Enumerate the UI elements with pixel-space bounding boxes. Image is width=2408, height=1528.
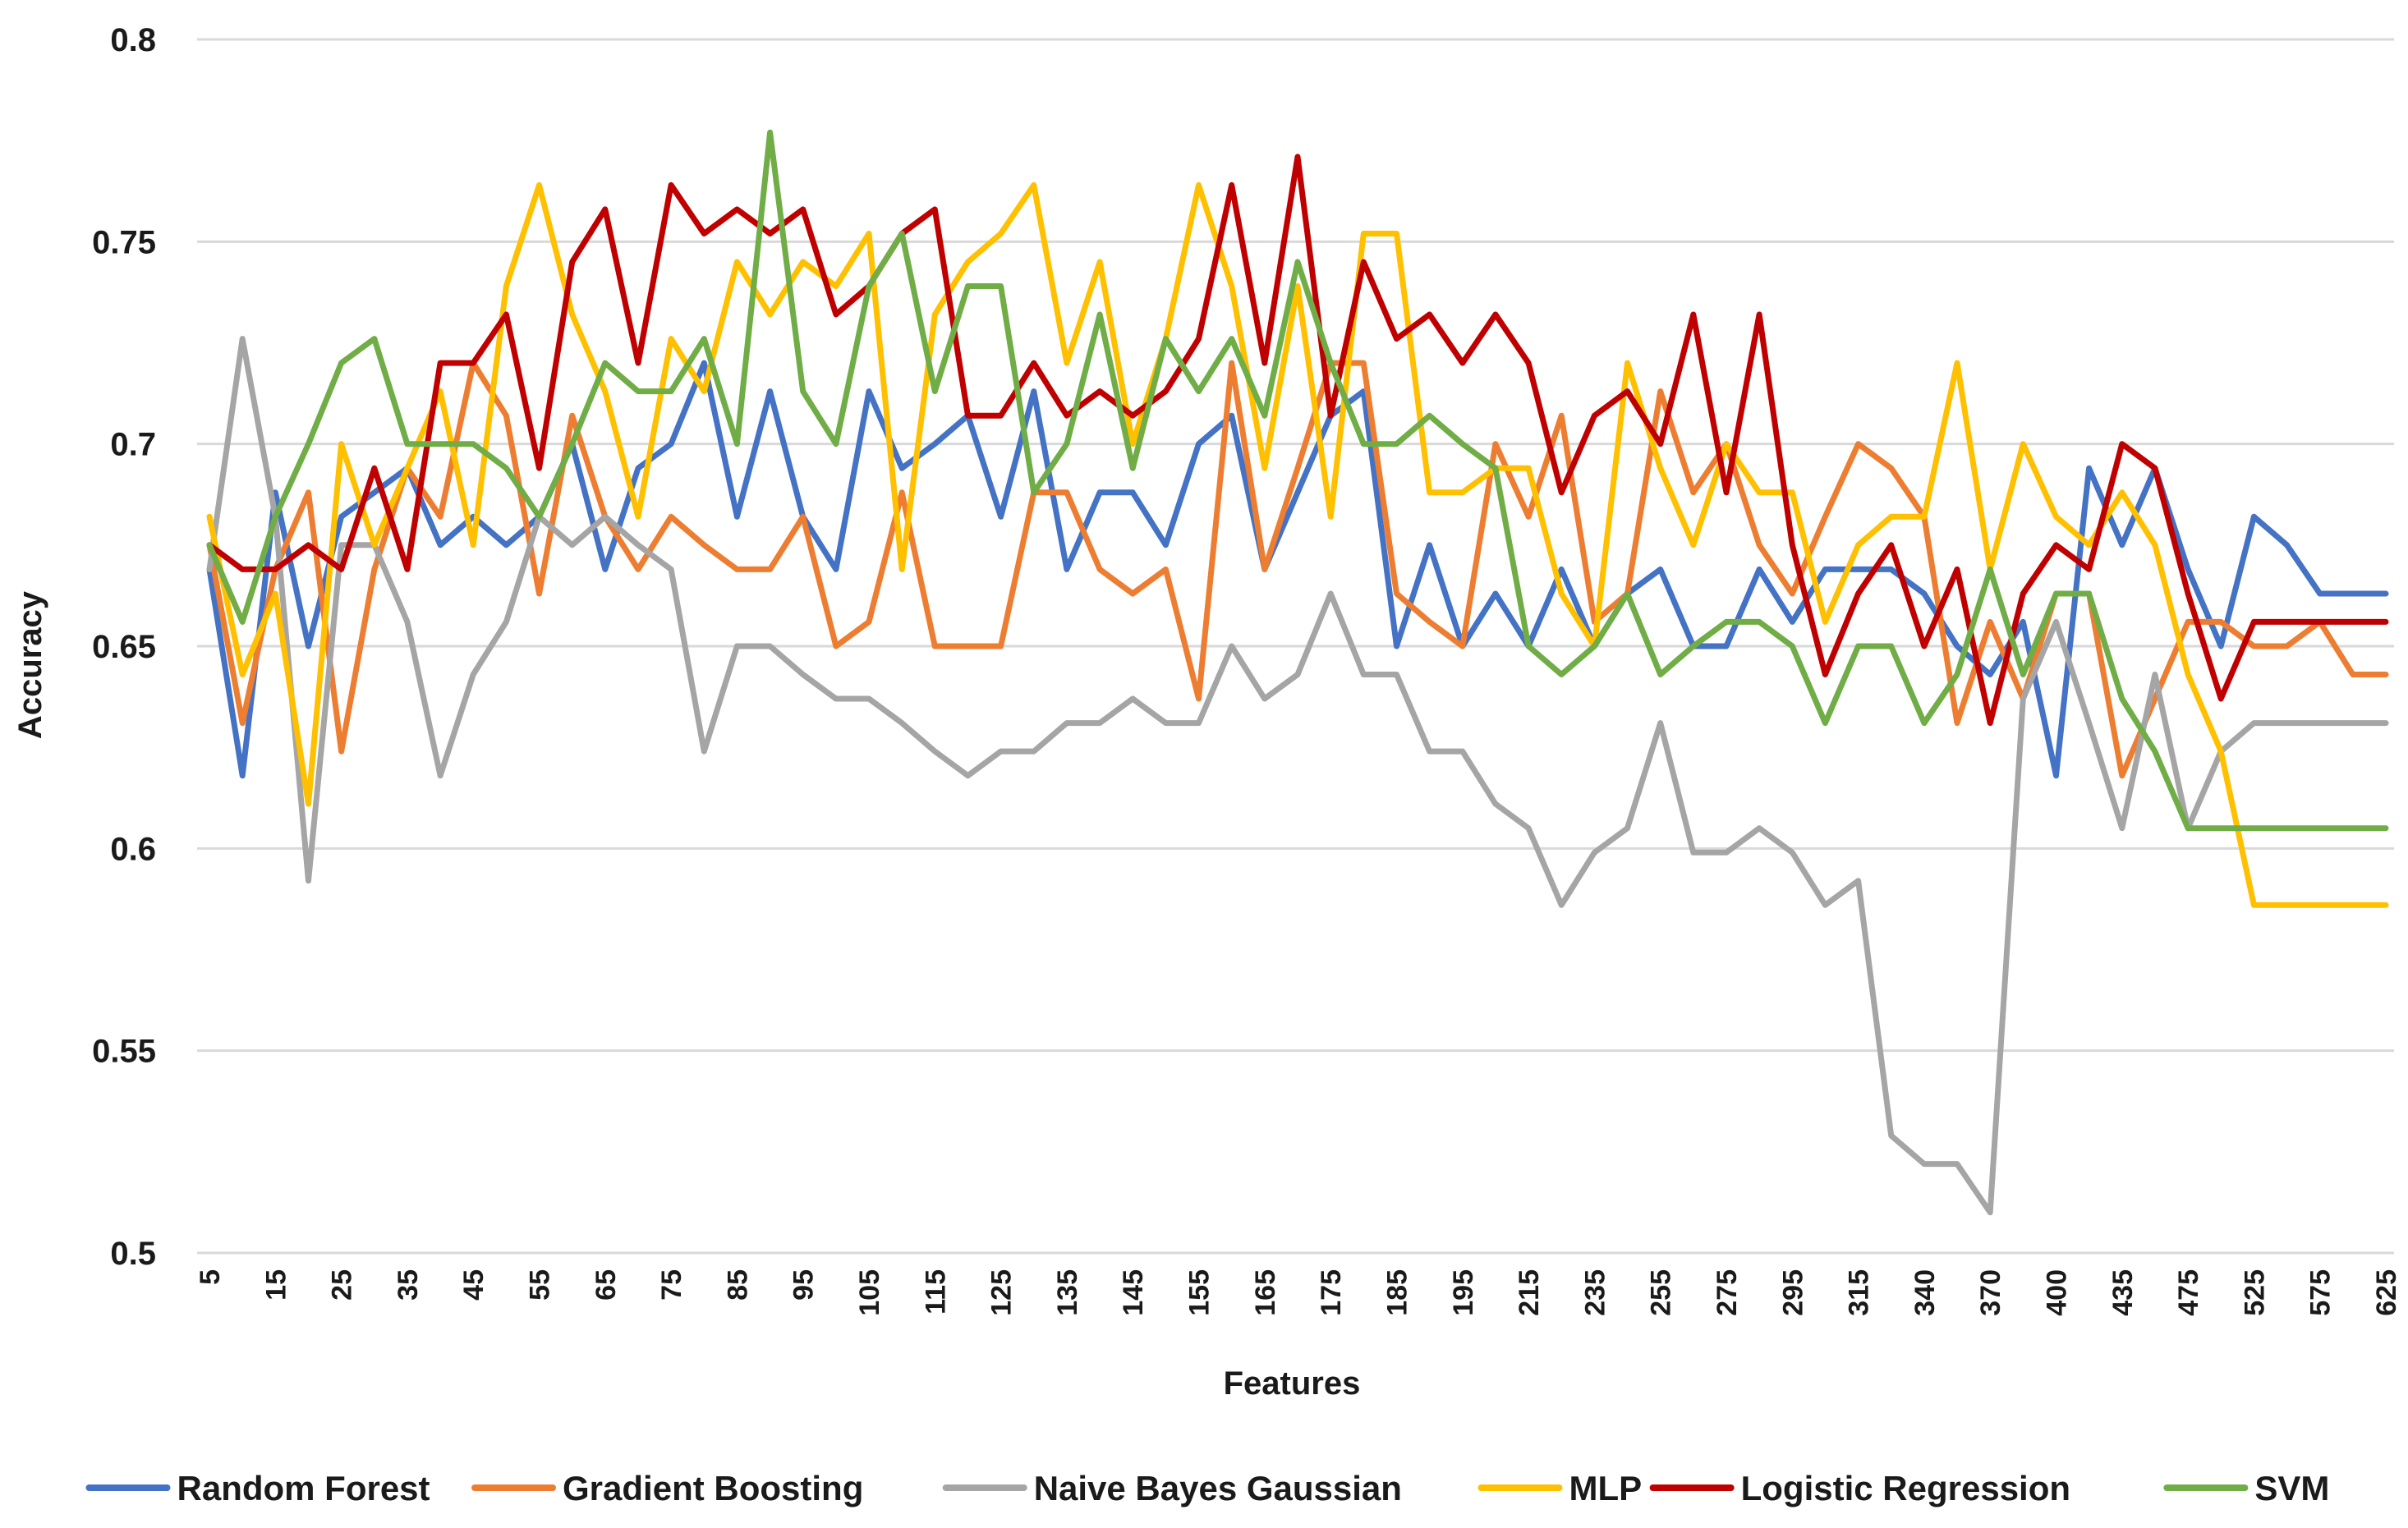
x-tick-label: 75: [656, 1269, 687, 1301]
legend: Random Forest Gradient Boosting Naive Baye…: [85, 1469, 2329, 1507]
x-tick-label: 275: [1712, 1269, 1743, 1316]
x-tick-label: 235: [1579, 1269, 1611, 1316]
y-axis-title: Accuracy: [12, 590, 48, 739]
x-tick-label: 315: [1844, 1269, 1875, 1316]
x-tick-label: 135: [1052, 1269, 1083, 1316]
legend-label: Naive Bayes Gaussian: [1034, 1469, 1402, 1507]
legend-item: Random Forest: [85, 1469, 430, 1507]
x-tick-label: 175: [1316, 1269, 1347, 1316]
legend-label: Gradient Boosting: [563, 1469, 863, 1507]
x-tick-label: 15: [260, 1269, 292, 1301]
y-tick-label: 0.55: [92, 1034, 156, 1070]
x-tick-label: 435: [2107, 1269, 2139, 1316]
x-tick-label: 370: [1975, 1269, 2006, 1316]
series-line-mlp: [206, 181, 2389, 908]
x-tick-label: 35: [393, 1269, 424, 1301]
x-tick-label: 65: [591, 1269, 622, 1301]
x-tick-label: 185: [1381, 1269, 1413, 1316]
x-tick-label: 45: [458, 1269, 489, 1301]
x-axis-title: Features: [1224, 1365, 1361, 1402]
series-line-gradient-boosting: [206, 360, 2389, 779]
x-tick-label: 475: [2173, 1269, 2204, 1316]
x-axis-ticks: 5 15 25 35 45 55 65 75 85 95 105 115 125 135 145 155 165…: [195, 1269, 2402, 1316]
x-tick-label: 85: [722, 1269, 753, 1301]
x-tick-label: 525: [2239, 1269, 2270, 1316]
x-tick-label: 165: [1250, 1269, 1281, 1316]
y-tick-label: 0.65: [92, 629, 156, 665]
legend-item: Gradient Boosting: [471, 1469, 863, 1507]
legend-item: SVM: [2163, 1469, 2329, 1507]
x-tick-label: 295: [1777, 1269, 1808, 1316]
x-tick-label: 400: [2041, 1269, 2072, 1316]
y-tick-label: 0.8: [110, 22, 156, 58]
x-tick-label: 255: [1646, 1269, 1677, 1316]
legend-label: MLP: [1569, 1469, 1643, 1507]
legend-label: SVM: [2254, 1469, 2329, 1507]
gridlines: [197, 38, 2394, 1255]
x-tick-label: 625: [2371, 1269, 2402, 1316]
legend-label: Random Forest: [177, 1469, 430, 1507]
x-tick-label: 125: [986, 1269, 1018, 1316]
series-line-svm: [206, 129, 2389, 832]
y-axis-ticks: 0.5 0.55 0.6 0.65 0.7 0.75 0.8: [92, 22, 156, 1272]
legend-item: Logistic Regression: [1649, 1469, 2070, 1507]
y-tick-label: 0.5: [110, 1236, 156, 1272]
x-tick-label: 575: [2305, 1269, 2337, 1316]
legend-item: MLP: [1477, 1469, 1643, 1507]
x-tick-label: 195: [1448, 1269, 1479, 1316]
series-lines: [206, 129, 2389, 1216]
x-tick-label: 145: [1118, 1269, 1149, 1316]
y-tick-label: 0.7: [110, 427, 156, 463]
x-tick-label: 105: [854, 1269, 885, 1316]
legend-label: Logistic Regression: [1741, 1469, 2070, 1507]
series-line-naive-bayes-gaussian: [206, 336, 2389, 1216]
x-tick-label: 55: [525, 1269, 556, 1301]
x-tick-label: 215: [1514, 1269, 1545, 1316]
x-tick-label: 340: [1909, 1269, 1941, 1316]
y-tick-label: 0.75: [92, 224, 156, 260]
series-line-logistic-regression: [206, 154, 2389, 727]
x-tick-label: 95: [788, 1269, 820, 1301]
x-tick-label: 25: [327, 1269, 358, 1301]
x-tick-label: 5: [195, 1269, 226, 1285]
x-tick-label: 115: [920, 1269, 951, 1315]
x-tick-label: 155: [1184, 1269, 1215, 1316]
legend-item: Naive Bayes Gaussian: [942, 1469, 1402, 1507]
y-tick-label: 0.6: [110, 831, 156, 867]
